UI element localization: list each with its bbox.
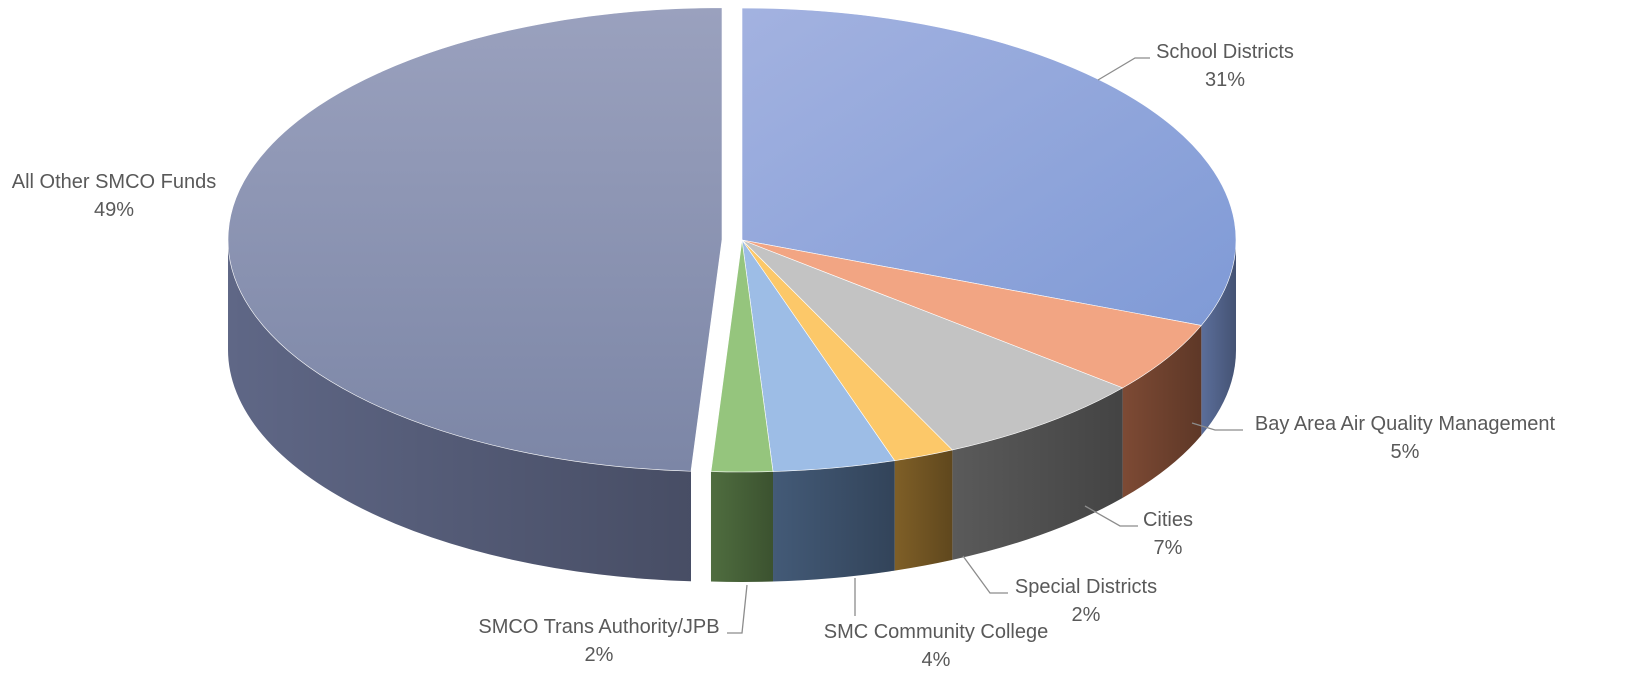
slice-bay-area-air-quality-management [741,239,1202,389]
side-shade-school-districts [1201,240,1236,436]
pie-sides [228,239,1236,582]
value-label-cities: 7% [1154,537,1183,559]
side-shade-smc-community-college [773,460,895,582]
side-shade-smco-trans-authority-jpb [710,471,774,582]
side-shade-cities [952,387,1123,560]
slice-all-other-smco-funds [227,7,723,472]
label-all-other-smco-funds: All Other SMCO Funds [12,171,217,193]
label-smc-community-college: SMC Community College [824,621,1049,643]
leader-school-districts [1097,57,1150,81]
slice-smco-trans-authority-jpb [710,239,774,473]
label-bay-area-air-quality-management: Bay Area Air Quality Management [1255,413,1556,435]
data-labels: School Districts 31% Bay Area Air Quality … [12,41,1556,671]
leader-special-districts [962,555,1008,594]
leader-cities [1084,505,1138,527]
leader-lines [727,57,1243,634]
value-label-special-districts: 2% [1072,604,1101,626]
value-label-bay-area-air-quality-management: 5% [1391,441,1420,463]
label-cities: Cities [1143,509,1193,531]
value-label-all-other-smco-funds: 49% [94,199,134,221]
side-shade-all-other-smco-funds [228,239,691,582]
leader-smco-trans-authority-jpb [727,584,748,634]
value-label-school-districts: 31% [1205,69,1245,91]
slice-school-districts [741,7,1237,326]
slice-cities [741,239,1124,451]
label-smco-trans-authority-jpb: SMCO Trans Authority/JPB [478,616,719,638]
label-special-districts: Special Districts [1015,576,1157,598]
value-label-smc-community-college: 4% [922,649,951,671]
label-school-districts: School Districts [1156,41,1294,63]
side-shade-bay-area-air-quality-management [1122,325,1202,498]
value-label-smco-trans-authority-jpb: 2% [585,644,614,666]
leader-bay-area-air-quality-management [1191,422,1243,431]
side-shade-special-districts [894,449,953,571]
pie-tops [227,7,1237,473]
